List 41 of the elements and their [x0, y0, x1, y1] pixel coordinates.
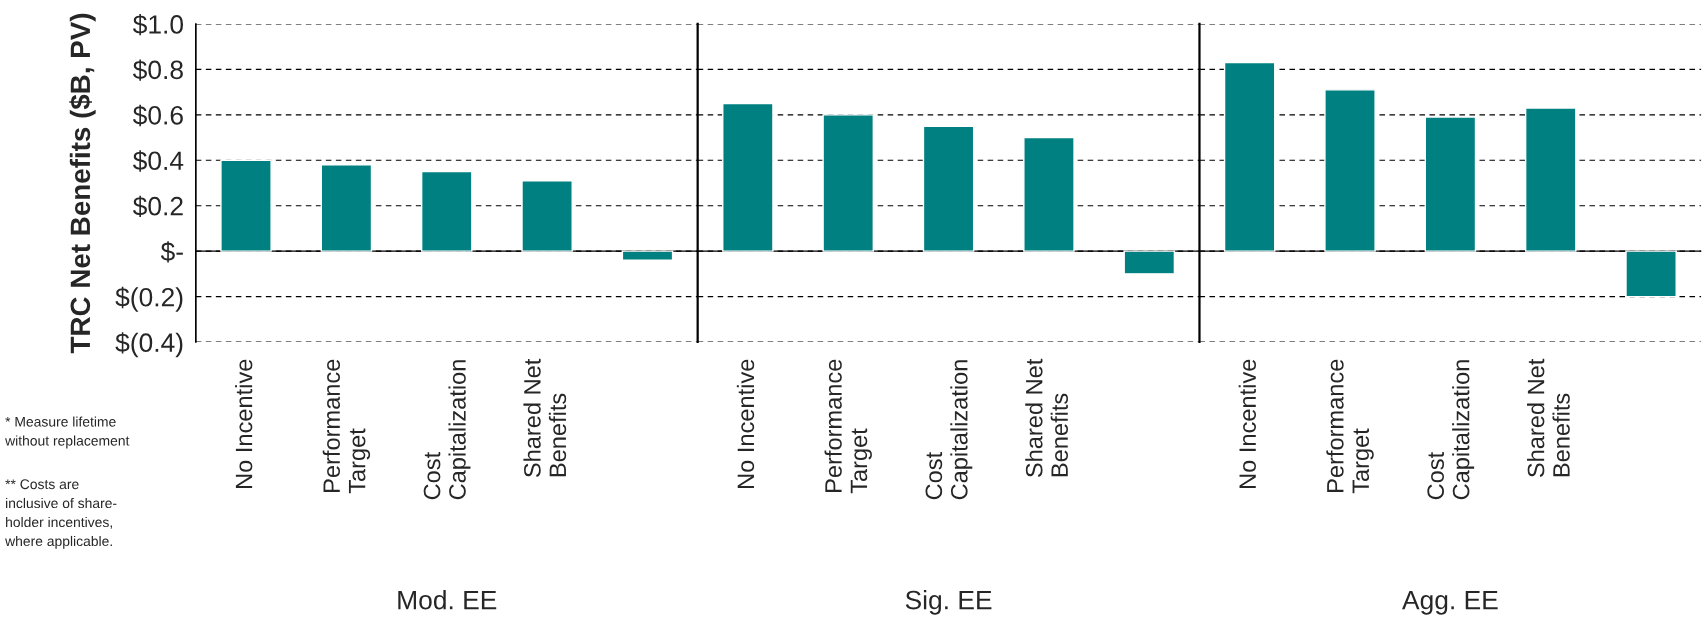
text: ** Costs are inclusive of share- holder incentives, where applicable. — [5, 479, 117, 549]
bar — [1023, 136, 1075, 252]
bar — [1324, 89, 1376, 252]
text: * Measure lifetime without replacement — [5, 416, 130, 449]
x-axis-title: Sig. EE — [905, 590, 992, 615]
bar — [220, 159, 272, 252]
bar — [420, 170, 473, 252]
y-tick-label: $1.0 — [132, 14, 184, 36]
y-tick-label: $(0.4) — [115, 332, 183, 358]
bar — [320, 164, 373, 252]
y-tick-label: $0.6 — [132, 104, 183, 127]
bar — [1625, 250, 1677, 298]
x-tick-label: Cost Capitalization — [423, 360, 471, 500]
bar — [1424, 116, 1477, 252]
x-axis-title: Mod. EE — [398, 590, 497, 610]
y-tick-label: $0.2 — [132, 195, 183, 218]
bar — [1223, 61, 1276, 252]
x-tick-label: Performance Target — [322, 359, 371, 494]
x-tick-label: Shared Net Benefits — [523, 358, 567, 478]
x-tick-label: No Incentive — [1238, 359, 1256, 488]
bar — [922, 125, 975, 252]
y-tick-label: $- — [160, 241, 183, 263]
x-axis-title: Agg. EE — [1402, 591, 1498, 615]
x-tick-label: Shared Net Benefits — [1025, 358, 1068, 478]
y-tick-label: $0.8 — [132, 59, 183, 81]
bar — [1123, 250, 1176, 275]
x-tick-label: Performance Target — [1326, 359, 1374, 494]
bar — [822, 114, 874, 252]
bar — [722, 102, 774, 252]
y-tick-label: $0.4 — [132, 150, 184, 172]
y-axis-title: TRC Net Benefits ($B, PV) — [69, 13, 96, 354]
bar — [1524, 107, 1577, 252]
bar — [621, 250, 674, 261]
x-tick-label: No Incentive — [736, 359, 755, 488]
y-tick-label: $(0.2) — [115, 286, 183, 312]
x-tick-label: Performance Target — [824, 359, 872, 494]
bar — [521, 180, 573, 252]
x-tick-label: Cost Capitalization — [1427, 360, 1475, 500]
x-tick-label: No Incentive — [235, 359, 253, 488]
x-tick-label: Shared Net Benefits — [1527, 358, 1570, 478]
x-tick-label: Cost Capitalization — [925, 360, 973, 500]
